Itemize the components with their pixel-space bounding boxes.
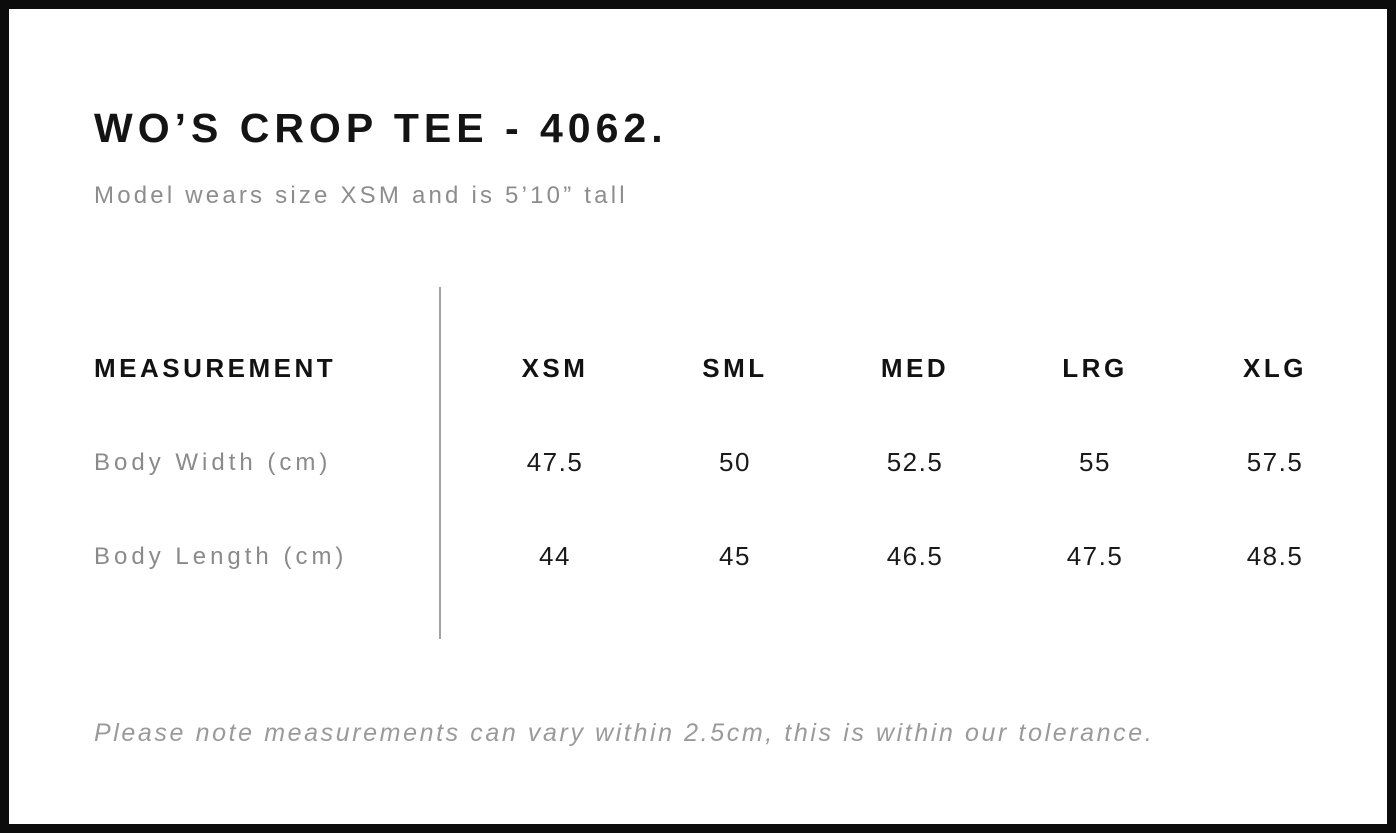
table-row-body-width: Body Width (cm) 47.5 50 52.5 55 57.5 (94, 416, 1365, 510)
column-header-xlg: XLG (1243, 353, 1307, 384)
table-vertical-divider (439, 286, 441, 639)
size-value: 52.5 (886, 447, 944, 478)
tolerance-note: Please note measurements can vary within… (94, 718, 1155, 747)
size-value: 45 (719, 541, 751, 572)
row-label: Body Width (cm) (94, 448, 332, 476)
column-header-lrg: LRG (1062, 353, 1128, 384)
size-value: 46.5 (886, 541, 944, 572)
column-header-measurement: MEASUREMENT (94, 353, 337, 384)
row-label: Body Length (cm) (94, 542, 348, 570)
size-table: MEASUREMENT XSM SML MED LRG XLG Body Wid… (94, 286, 1365, 639)
size-value: 57.5 (1246, 447, 1304, 478)
table-row-body-length: Body Length (cm) 44 45 46.5 47.5 48.5 (94, 510, 1365, 604)
model-info-subtitle: Model wears size XSM and is 5’10” tall (94, 182, 628, 209)
size-value: 44 (539, 541, 571, 572)
size-value: 47.5 (526, 447, 584, 478)
table-header-row: MEASUREMENT XSM SML MED LRG XLG (94, 322, 1365, 416)
column-header-med: MED (880, 353, 950, 384)
column-header-xsm: XSM (521, 353, 589, 384)
column-header-sml: SML (702, 353, 768, 384)
size-value: 48.5 (1246, 541, 1304, 572)
product-title: WO’S CROP TEE - 4062. (94, 105, 668, 151)
size-value: 47.5 (1066, 541, 1124, 572)
size-value: 50 (719, 447, 751, 478)
size-value: 55 (1079, 447, 1111, 478)
sheet-content: WO’S CROP TEE - 4062. Model wears size X… (9, 9, 1387, 747)
